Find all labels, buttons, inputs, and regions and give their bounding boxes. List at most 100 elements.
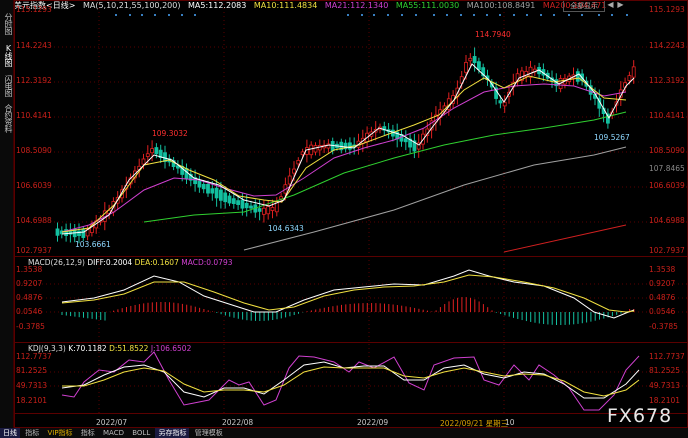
candle-body [326, 143, 331, 149]
ma200-value: MA200:104.471 [542, 1, 607, 10]
scroll-left-icon[interactable]: ◀ [607, 0, 614, 9]
candle-body [403, 138, 408, 143]
x-axis-label: 2022/08 [222, 418, 254, 427]
left-axis-label: 112.3192 [16, 76, 52, 85]
left-axis-label: 106.6039 [16, 181, 52, 190]
left-axis-label: 104.6988 [16, 216, 52, 225]
tab-timeshare[interactable]: 分时图 [4, 12, 13, 34]
kdj-axis-label: 81.2525 [16, 366, 48, 375]
candle-body [145, 153, 150, 157]
save-indicator-button[interactable]: 另存指标 [155, 428, 190, 438]
vip-indicator-button[interactable]: VIP指标 [47, 429, 73, 437]
kdj-legend: KDJ(9,3,3) K:70.1182 D:51.8522 J:106.650… [28, 344, 192, 353]
j-line [61, 351, 640, 411]
low-annotation: 109.5267 [594, 133, 630, 142]
high-annotation: 114.7940 [475, 30, 511, 39]
candle-body [408, 138, 413, 148]
candle-body [502, 101, 507, 107]
x-axis-label: 2022/07 [96, 418, 128, 427]
macd-axis-label: 0.0546 [649, 307, 676, 316]
candle-body [55, 228, 60, 236]
candle-body [193, 177, 198, 185]
x-axis-label: 10 [505, 418, 515, 427]
ma21-line [61, 83, 627, 233]
candle-body [175, 165, 180, 169]
right-axis-label: 110.4141 [649, 111, 685, 120]
ma200-line [503, 224, 627, 253]
right-axis-label: 108.5090 [649, 146, 685, 155]
macd-axis-label: -0.3785 [649, 322, 678, 331]
left-tab-sidebar: 分时图 K线图 闪电图 合约资料 [0, 0, 14, 428]
candle-body [575, 71, 580, 82]
macd-axis-label: 0.0546 [16, 307, 43, 316]
candle-body [429, 120, 434, 131]
tab-flash-chart[interactable]: 闪电图 [4, 74, 13, 96]
d-line [62, 366, 640, 397]
left-axis-label: 108.5090 [16, 146, 52, 155]
candle-body [416, 142, 421, 150]
ma100-value: MA100:108.8491 [466, 1, 536, 10]
tab-boll[interactable]: BOLL [132, 429, 151, 437]
tab-kline[interactable]: K线图 [4, 44, 13, 66]
ma100-line [243, 146, 627, 251]
candle-body [631, 66, 636, 78]
kdj-axis-label: 112.7737 [649, 352, 685, 361]
scroll-right-icon[interactable]: ▶ [617, 0, 624, 9]
candle-body [231, 198, 236, 204]
candle-body [150, 148, 155, 154]
signal-dots [115, 14, 628, 16]
candle-body [77, 230, 81, 237]
candle-body [266, 206, 271, 215]
candle-body [498, 100, 503, 104]
candle-body [464, 61, 468, 73]
right-axis-label: 115.1293 [649, 5, 685, 14]
candle-body [459, 76, 464, 84]
candle-body [184, 168, 189, 180]
tab-macd[interactable]: MACD [103, 429, 124, 437]
candle-body [197, 180, 202, 188]
ma-params: MA(5,10,21,55,100,200) [82, 1, 181, 10]
candle-body [309, 144, 314, 156]
candle-body [206, 184, 210, 194]
tab-contract-info[interactable]: 合约资料 [4, 104, 13, 132]
candle-body [158, 149, 163, 159]
candle-body [257, 208, 262, 212]
moving-average-lines [61, 63, 635, 253]
x-axis-label: 2022/09/21 星期三 [440, 419, 509, 428]
kdj-axis-label: 49.7313 [16, 381, 48, 390]
kdj-axis-label: 18.2101 [649, 396, 681, 405]
ma10-value: MA10:111.4834 [253, 1, 318, 10]
candle-body [227, 195, 232, 204]
candle-body [270, 207, 275, 211]
high-annotation: 109.3032 [152, 129, 188, 138]
kdj-axis-label: 18.2101 [16, 396, 48, 405]
ma21-value: MA21:112.1340 [324, 1, 389, 10]
candle-body [249, 205, 253, 209]
indicator-button[interactable]: 指标 [25, 429, 40, 437]
panel-frames [14, 0, 688, 428]
macd-axis-label: 0.4876 [16, 293, 43, 302]
candle-body [214, 187, 219, 199]
period-daily-button[interactable]: 日线 [0, 428, 20, 438]
left-axis-label: 110.4141 [16, 111, 52, 120]
macd-axis-label: 0.9207 [649, 279, 676, 288]
right-axis-label: 104.6988 [649, 216, 685, 225]
candle-body [236, 200, 241, 205]
k-line [61, 361, 640, 399]
candle-body [296, 160, 301, 165]
candle-body [292, 168, 296, 174]
kdj-lines [61, 351, 640, 411]
manage-template-button[interactable]: 管理模板 [194, 429, 223, 437]
candle-body [64, 229, 68, 237]
bottom-toolbar: 日线 指标 VIP指标 指标 MACD BOLL 另存指标 管理模板 [0, 428, 688, 438]
macd-legend: MACD(26,12,9) DIFF:0.2004 DEA:0.1607 MAC… [28, 258, 233, 267]
candle-body [59, 230, 64, 235]
x-axis-label: 2022/09 [357, 418, 389, 427]
right-axis-label: 107.8465 [649, 164, 685, 173]
ma55-line [143, 111, 627, 223]
candle-body [210, 188, 215, 194]
indicator-tab[interactable]: 指标 [80, 429, 95, 437]
candle-body [218, 189, 223, 201]
candle-body [90, 224, 94, 233]
candle-body [382, 126, 387, 131]
